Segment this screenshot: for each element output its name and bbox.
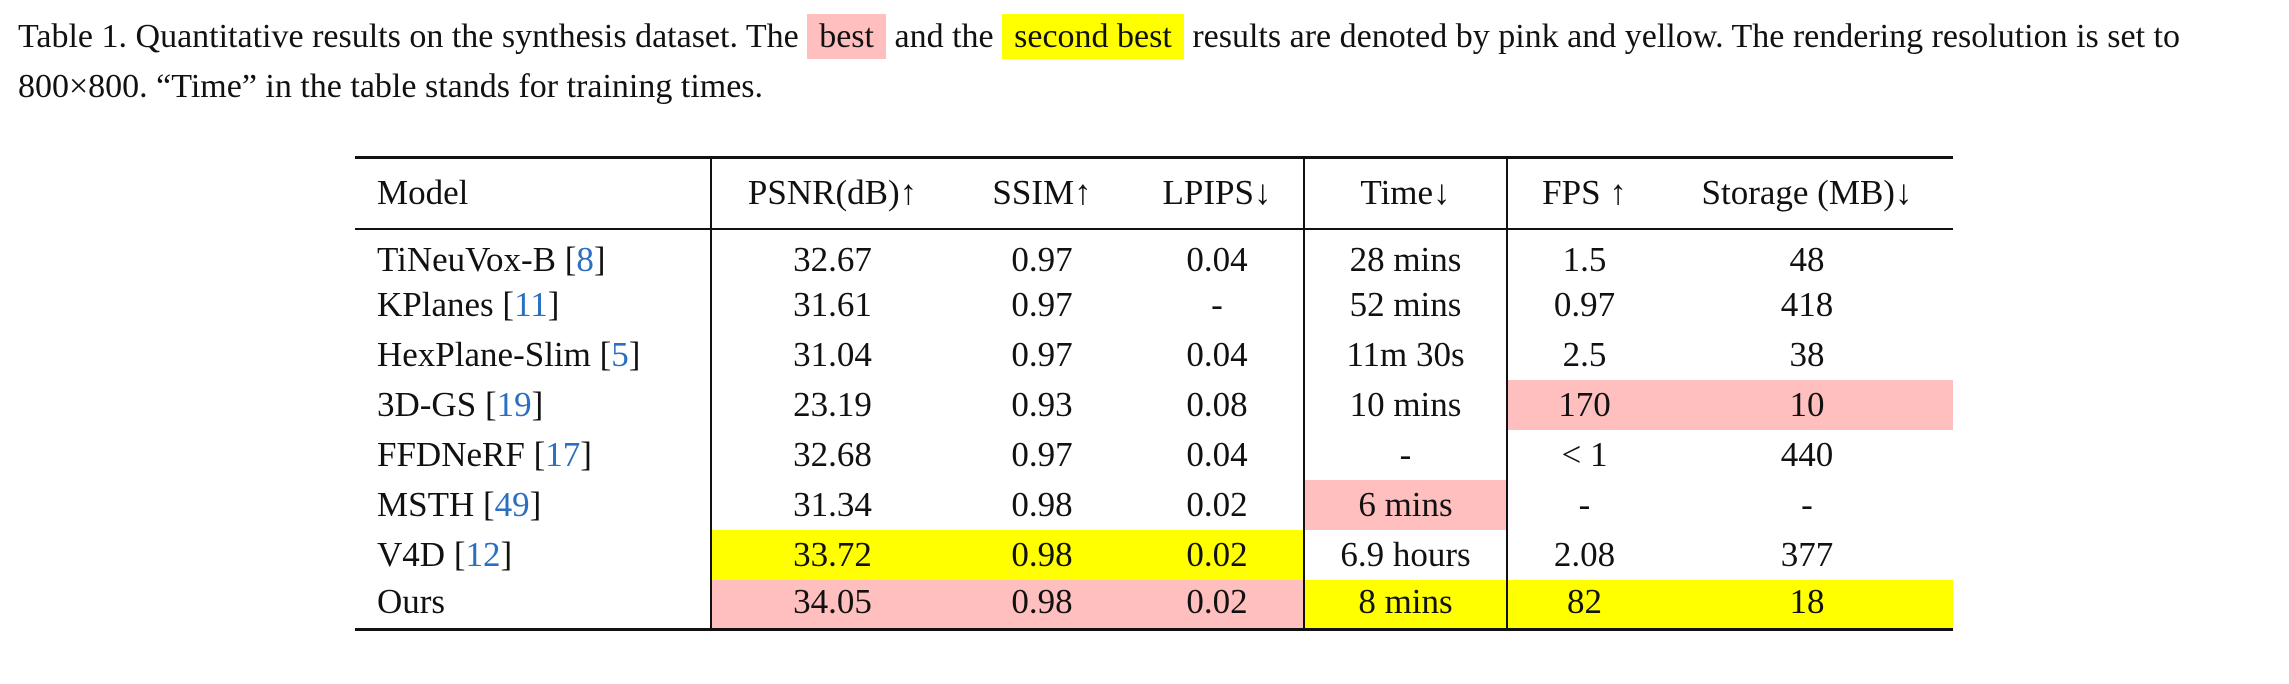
value-cell: 0.93: [1011, 384, 1073, 424]
value-cell: 2.08: [1506, 529, 1661, 580]
value-cell: -: [1506, 479, 1661, 530]
value-cell: 6 mins: [1303, 479, 1507, 530]
model-name: HexPlane-Slim: [377, 334, 591, 374]
value-cell: 31.34: [710, 479, 953, 530]
value-cell: 10 mins: [1303, 379, 1507, 430]
caption-text: Table 1. Quantitative results on the syn…: [18, 18, 808, 55]
caption-text: second best: [1002, 14, 1184, 59]
value-cell: < 1: [1506, 429, 1661, 480]
caption-text: best: [807, 14, 886, 59]
value-cell: 0.02: [1131, 529, 1304, 580]
header-row: Model PSNR(dB)↑ SSIM↑ LPIPS↓ Time↓ FPS ↑ Stora…: [355, 157, 1953, 229]
table-body: TiNeuVox-B [8] 32.67 0.97 0.04 28 mins 1.5 48 K…: [355, 228, 1953, 630]
value-cell: 18: [1661, 579, 1953, 630]
value-cell: 23.19: [710, 379, 953, 430]
citation: [19]: [484, 384, 544, 424]
value-cell: 34.05: [710, 579, 953, 630]
value-cell: 440: [1780, 434, 1834, 474]
value-cell: 11m 30s: [1303, 329, 1507, 380]
value-cell: 418: [1780, 284, 1834, 324]
table-row: V4D [12] 33.72 0.98 0.02 6.9 hours 2.08 377: [355, 529, 1953, 580]
table-row: FFDNeRF [17] 32.68 0.97 0.04- < 1 440: [355, 429, 1953, 480]
value-cell: 32.68: [710, 429, 953, 480]
model-cell: FFDNeRF [17]: [355, 430, 711, 480]
citation: [17]: [533, 434, 592, 474]
value-cell: 31.04: [710, 329, 953, 380]
column-header: Storage (MB)↓: [1701, 173, 1913, 213]
value-cell: 6.9 hours: [1303, 529, 1507, 580]
model-name: Ours: [377, 581, 446, 621]
table-row: 3D-GS [19] 23.19 0.93 0.08 10 mins 170 10: [355, 379, 1953, 430]
value-cell: 0.98: [1011, 484, 1073, 524]
value-cell: 0.04: [1186, 239, 1248, 279]
table-row: KPlanes [11] 31.61 0.97-52 mins 0.97 418: [355, 279, 1953, 330]
caption-text: results are denoted by pink and yellow. …: [18, 18, 2180, 105]
value-cell: 0.02: [1131, 579, 1304, 630]
value-cell: 1.5: [1506, 228, 1661, 280]
model-cell: MSTH [49]: [355, 480, 711, 530]
value-cell: 0.04: [1186, 434, 1248, 474]
value-cell: 0.97: [1011, 239, 1073, 279]
column-header: LPIPS↓: [1162, 173, 1272, 213]
column-header: SSIM↑: [992, 173, 1092, 213]
value-cell: 0.97: [1506, 279, 1661, 330]
column-header: Time↓: [1303, 157, 1507, 229]
model-cell: HexPlane-Slim [5]: [355, 330, 711, 380]
column-header: Model: [377, 173, 469, 213]
table-row: Ours 34.05 0.98 0.02 8 mins 82 18: [355, 579, 1953, 630]
value-cell: 170: [1506, 379, 1661, 430]
value-cell: 8 mins: [1303, 579, 1507, 630]
value-cell: 377: [1780, 534, 1834, 574]
value-cell: 33.72: [710, 529, 953, 580]
value-cell: 0.08: [1186, 384, 1248, 424]
caption: Table 1. Quantitative results on the syn…: [18, 12, 2278, 112]
citation: [5]: [599, 334, 641, 374]
model-cell: V4D [12]: [355, 530, 711, 580]
value-cell: 48: [1789, 239, 1825, 279]
value-cell: 31.61: [710, 279, 953, 330]
value-cell: 0.02: [1186, 484, 1248, 524]
model-cell: TiNeuVox-B [8]: [355, 229, 711, 280]
citation: [11]: [502, 284, 560, 324]
model-name: KPlanes: [377, 284, 494, 324]
value-cell: 38: [1789, 334, 1825, 374]
value-cell: 52 mins: [1303, 279, 1507, 330]
value-cell: 0.97: [1011, 334, 1073, 374]
value-cell: 28 mins: [1303, 228, 1507, 280]
model-name: FFDNeRF: [377, 434, 525, 474]
model-name: 3D-GS: [377, 384, 477, 424]
value-cell: 2.5: [1506, 329, 1661, 380]
value-cell: 0.04: [1186, 334, 1248, 374]
model-cell: 3D-GS [19]: [355, 380, 711, 430]
caption-text: and the: [886, 18, 1003, 55]
model-cell: Ours: [355, 580, 711, 630]
citation: [12]: [453, 534, 513, 574]
value-cell: -: [1801, 484, 1813, 524]
value-cell: 32.67: [710, 228, 953, 280]
citation: [49]: [483, 484, 542, 524]
table-header: Model PSNR(dB)↑ SSIM↑ LPIPS↓ Time↓ FPS ↑ Stora…: [355, 157, 1953, 229]
table-row: HexPlane-Slim [5] 31.04 0.97 0.04 11m 30s 2.5…: [355, 329, 1953, 380]
value-cell: 0.98: [953, 579, 1131, 630]
value-cell: -: [1303, 429, 1507, 480]
table-row: MSTH [49] 31.34 0.98 0.02 6 mins - -: [355, 479, 1953, 530]
model-name: MSTH: [377, 484, 475, 524]
table-row: TiNeuVox-B [8] 32.67 0.97 0.04 28 mins 1.5 48: [355, 228, 1953, 280]
value-cell: 10: [1661, 379, 1953, 430]
value-cell: 82: [1506, 579, 1661, 630]
model-cell: KPlanes [11]: [355, 280, 711, 330]
column-header: PSNR(dB)↑: [710, 157, 953, 229]
results-table: Model PSNR(dB)↑ SSIM↑ LPIPS↓ Time↓ FPS ↑ Stora…: [355, 156, 1953, 631]
column-header: FPS ↑: [1506, 157, 1661, 229]
value-cell: -: [1211, 284, 1223, 324]
citation: [8]: [564, 239, 606, 279]
model-name: V4D: [377, 534, 446, 574]
value-cell: 0.97: [1011, 434, 1073, 474]
value-cell: 0.98: [953, 529, 1131, 580]
value-cell: 0.97: [1011, 284, 1073, 324]
model-name: TiNeuVox-B: [377, 239, 556, 279]
